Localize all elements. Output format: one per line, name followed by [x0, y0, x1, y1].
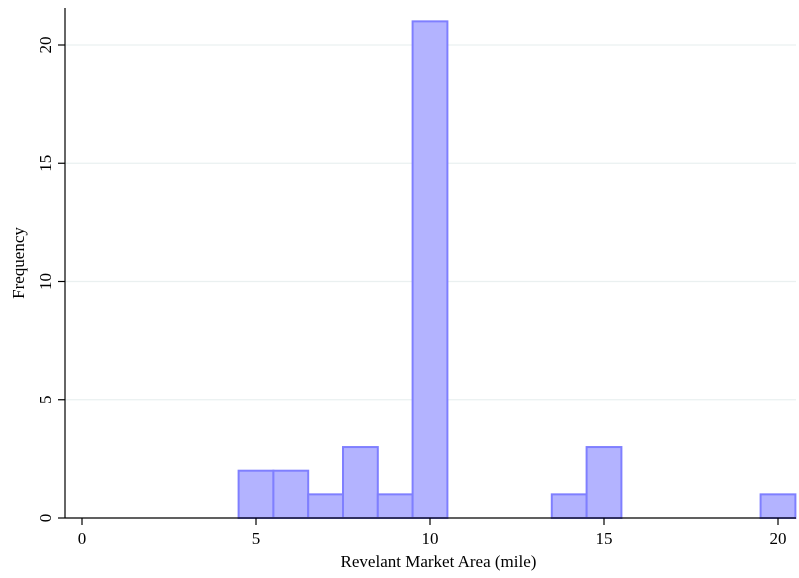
y-axis-ticks: 0 5 10 15 20 [36, 37, 65, 523]
y-axis-title: Frequency [9, 227, 28, 299]
y-tick-label-20: 20 [36, 37, 55, 54]
histogram-bars [237, 20, 797, 520]
x-tick-label-5: 5 [252, 529, 261, 548]
x-tick-label-10: 10 [422, 529, 439, 548]
x-tick-label-20: 20 [770, 529, 787, 548]
x-tick-label-15: 15 [596, 529, 613, 548]
histogram-bar-3 [342, 446, 379, 519]
histogram-bar-2 [307, 493, 345, 520]
histogram-bar-1 [272, 469, 310, 520]
x-axis-ticks: 0 5 10 15 20 [78, 518, 787, 548]
x-tick-label-0: 0 [78, 529, 87, 548]
y-tick-label-10: 10 [36, 273, 55, 290]
y-tick-label-15: 15 [36, 155, 55, 172]
histogram-bar-5 [411, 20, 449, 519]
histogram-bar-0 [237, 469, 275, 520]
y-tick-label-5: 5 [36, 396, 55, 405]
y-tick-label-0: 0 [36, 514, 55, 523]
x-axis-title: Revelant Market Area (mile) [341, 552, 537, 571]
histogram-bar-7 [585, 446, 623, 519]
histogram-bar-4 [376, 493, 414, 520]
histogram-bar-8 [759, 493, 797, 520]
histogram-bar-6 [550, 493, 588, 520]
